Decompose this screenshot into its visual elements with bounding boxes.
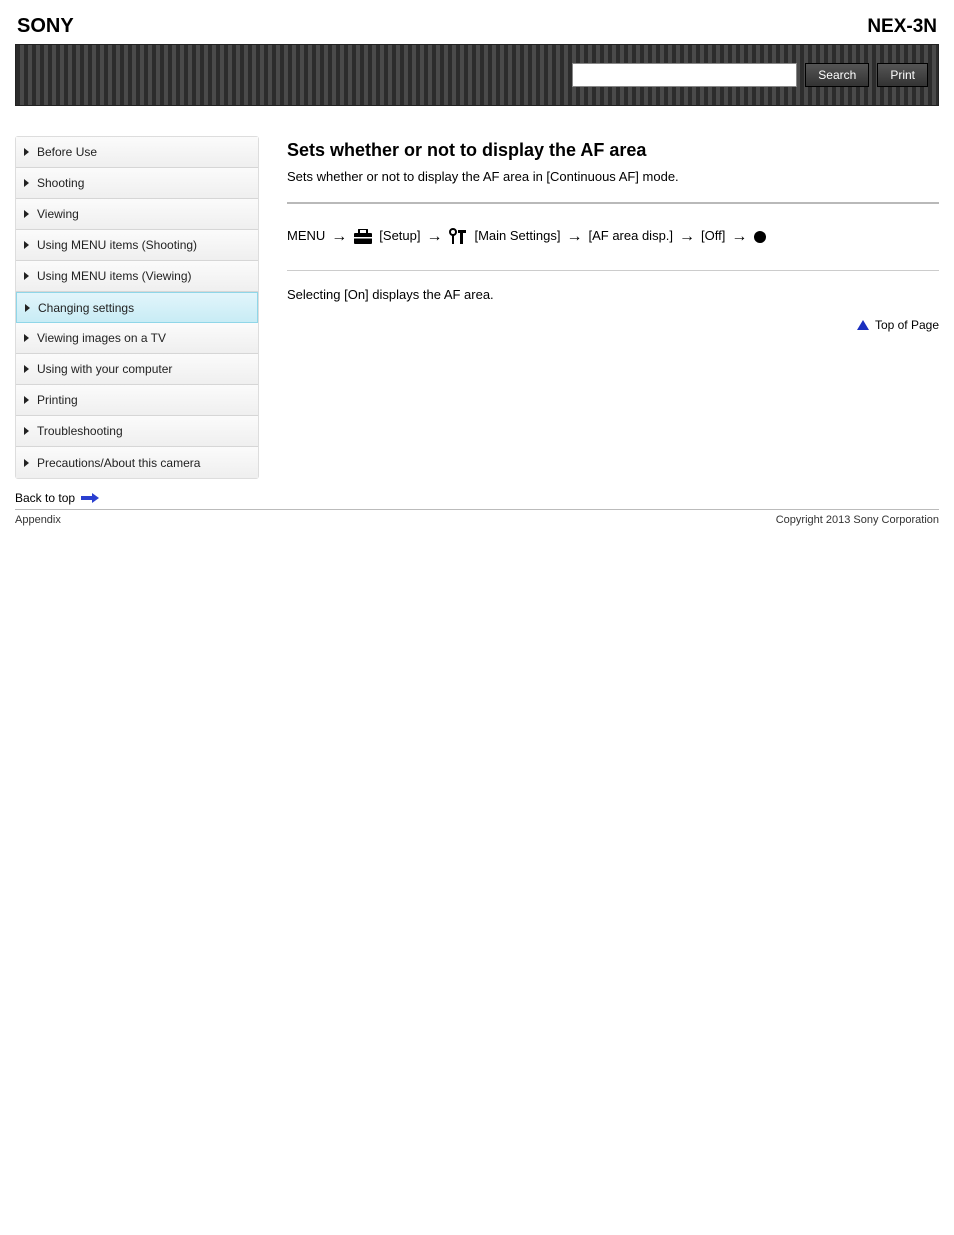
sidebar-item-label: Printing xyxy=(37,393,78,407)
triangle-right-icon xyxy=(24,241,29,249)
arrow-icon: → xyxy=(426,224,442,250)
brand-label: SONY xyxy=(17,15,74,38)
top-of-page-link[interactable]: Top of Page xyxy=(287,318,939,332)
page-header: SONY NEX-3N xyxy=(15,15,939,38)
sidebar-item[interactable]: Precautions/About this camera xyxy=(16,447,258,478)
triangle-right-icon xyxy=(24,334,29,342)
sidebar-item[interactable]: Using MENU items (Viewing) xyxy=(16,261,258,292)
triangle-right-icon xyxy=(24,210,29,218)
sidebar-item-label: Using MENU items (Viewing) xyxy=(37,269,191,283)
briefcase-icon xyxy=(353,229,373,245)
trail-step-label: [Setup] xyxy=(379,226,420,247)
menu-trail: MENU → [Setup] → [Main Settings] → [AF area … xyxy=(287,224,939,250)
sidebar-item[interactable]: Troubleshooting xyxy=(16,416,258,447)
trail-step-label: [Off] xyxy=(701,226,725,247)
description-text: Selecting [On] displays the AF area. xyxy=(287,285,939,305)
sidebar-item[interactable]: Before Use xyxy=(16,137,258,168)
sidebar-item-label: Shooting xyxy=(37,176,84,190)
arrow-icon: → xyxy=(331,224,347,250)
arrow-icon: → xyxy=(731,224,747,250)
sidebar-item[interactable]: Shooting xyxy=(16,168,258,199)
sidebar-nav: Before Use Shooting Viewing Using MENU item… xyxy=(15,136,259,479)
search-input[interactable] xyxy=(572,63,797,87)
trail-step-label: [AF area disp.] xyxy=(588,226,673,247)
arrow-icon: → xyxy=(566,224,582,250)
print-button[interactable]: Print xyxy=(877,63,928,87)
sidebar-item[interactable]: Printing xyxy=(16,385,258,416)
triangle-right-icon xyxy=(24,459,29,467)
sidebar-item[interactable]: Changing settings xyxy=(16,292,258,323)
page-title: Sets whether or not to display the AF ar… xyxy=(287,140,939,161)
arrow-icon: → xyxy=(679,224,695,250)
search-button[interactable]: Search xyxy=(805,63,869,87)
triangle-right-icon xyxy=(24,427,29,435)
sidebar-item-label: Using MENU items (Shooting) xyxy=(37,238,197,252)
top-of-page-label: Top of Page xyxy=(875,318,939,332)
triangle-right-icon xyxy=(25,304,30,312)
triangle-right-icon xyxy=(24,396,29,404)
trail-step-label: [Main Settings] xyxy=(474,226,560,247)
model-label: NEX-3N xyxy=(867,16,937,38)
sidebar-item-label: Troubleshooting xyxy=(37,424,123,438)
page-footer: Appendix Copyright 2013 Sony Corporation xyxy=(15,510,939,526)
back-to-top-label: Back to top xyxy=(15,491,75,505)
footer-right: Appendix xyxy=(15,514,61,526)
triangle-right-icon xyxy=(24,272,29,280)
sidebar-item[interactable]: Viewing xyxy=(16,199,258,230)
main-content: Sets whether or not to display the AF ar… xyxy=(287,136,939,340)
arrow-right-icon xyxy=(81,493,99,503)
dot-icon xyxy=(753,230,767,244)
sidebar-item-label: Precautions/About this camera xyxy=(37,456,200,470)
thin-divider xyxy=(287,270,939,271)
top-toolbar: Search Print xyxy=(15,44,939,106)
tools-icon xyxy=(448,228,468,246)
sidebar-item-label: Before Use xyxy=(37,145,97,159)
sidebar-item[interactable]: Viewing images on a TV xyxy=(16,323,258,354)
sidebar-item[interactable]: Using with your computer xyxy=(16,354,258,385)
sidebar-item-label: Viewing xyxy=(37,207,79,221)
triangle-right-icon xyxy=(24,179,29,187)
triangle-right-icon xyxy=(24,365,29,373)
sidebar-item-label: Changing settings xyxy=(38,301,134,315)
back-to-top-link[interactable]: Back to top xyxy=(15,491,939,505)
triangle-right-icon xyxy=(24,148,29,156)
page-subtitle: Sets whether or not to display the AF ar… xyxy=(287,169,939,184)
sidebar-item-label: Viewing images on a TV xyxy=(37,331,166,345)
sidebar-item[interactable]: Using MENU items (Shooting) xyxy=(16,230,258,261)
triangle-up-icon xyxy=(857,320,869,330)
section-divider xyxy=(287,202,939,204)
footer-copyright: Copyright 2013 Sony Corporation xyxy=(776,514,939,526)
sidebar-item-label: Using with your computer xyxy=(37,362,172,376)
trail-step-label: MENU xyxy=(287,226,325,247)
